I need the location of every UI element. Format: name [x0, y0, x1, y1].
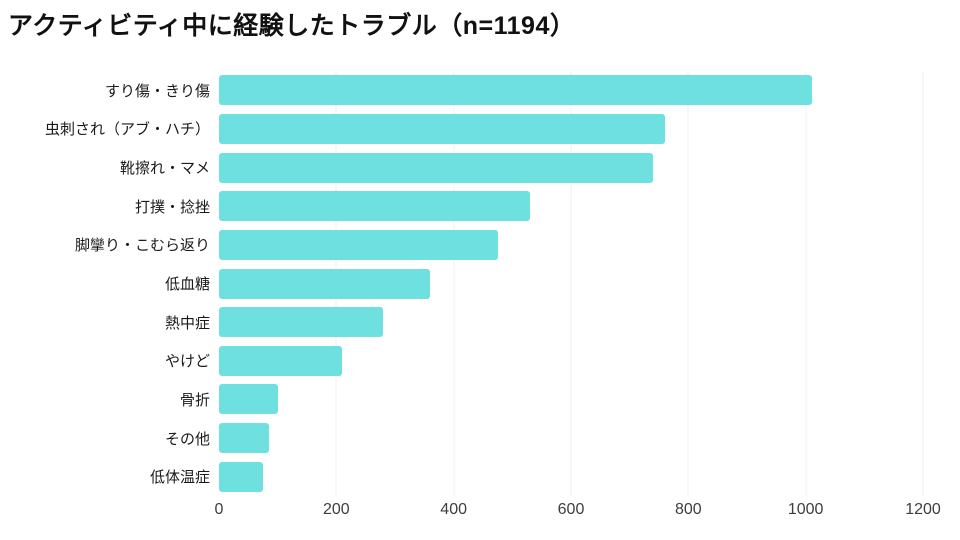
bar-row [219, 380, 923, 419]
x-tick-label: 1000 [787, 501, 824, 518]
bar [219, 229, 498, 260]
bar [219, 268, 431, 299]
chart-title: アクティビティ中に経験したトラブル（n=1194） [8, 12, 576, 40]
bar-row [219, 303, 923, 342]
bar [219, 345, 343, 376]
bar-row [219, 341, 923, 380]
bar-row [219, 226, 923, 265]
bars [219, 71, 923, 496]
gridline [805, 71, 807, 496]
bar [219, 152, 654, 183]
category-label: その他 [164, 430, 210, 448]
x-tick-label: 600 [557, 501, 585, 518]
category-label: 打撲・捻挫 [134, 198, 210, 216]
x-tick-label: 800 [674, 501, 702, 518]
bar-row [219, 148, 923, 187]
gridline [922, 71, 924, 496]
bar-row [219, 264, 923, 303]
category-label: やけど [164, 353, 210, 371]
bar [219, 191, 530, 222]
bar-row [219, 110, 923, 149]
category-label: 脚攣り・こむら返り [74, 237, 210, 255]
bar-row [219, 71, 923, 110]
bar [219, 461, 263, 492]
plot-area [219, 71, 924, 496]
bar-row [219, 457, 923, 496]
x-tick-label: 1200 [905, 501, 941, 518]
category-label: 低血糖 [164, 276, 210, 294]
x-axis: 0 200 400 600 800 1000 1200 [215, 501, 941, 527]
bar-row [219, 187, 923, 226]
gridline [570, 71, 572, 496]
category-label: 骨折 [179, 391, 210, 409]
gridline [453, 71, 455, 496]
category-label: 熱中症 [164, 314, 210, 332]
category-label: 靴擦れ・マメ [119, 160, 210, 178]
bar [219, 384, 278, 415]
x-tick-label: 400 [440, 501, 468, 518]
category-labels: すり傷・きり傷虫刺され（アブ・ハチ） 靴擦れ・マメ打撲・捻挫脚攣り・こむら返り低血… [0, 71, 210, 496]
category-label: 虫刺され（アブ・ハチ） [44, 121, 210, 139]
category-label: 低体温症 [149, 469, 210, 487]
bar [219, 75, 812, 106]
bar-row [219, 419, 923, 458]
bar [219, 423, 269, 454]
gridline [687, 71, 689, 496]
bar [219, 113, 665, 144]
x-tick-label: 0 [214, 501, 224, 518]
category-label: すり傷・きり傷 [104, 82, 210, 100]
bar [219, 307, 384, 338]
x-tick-label: 200 [322, 501, 350, 518]
